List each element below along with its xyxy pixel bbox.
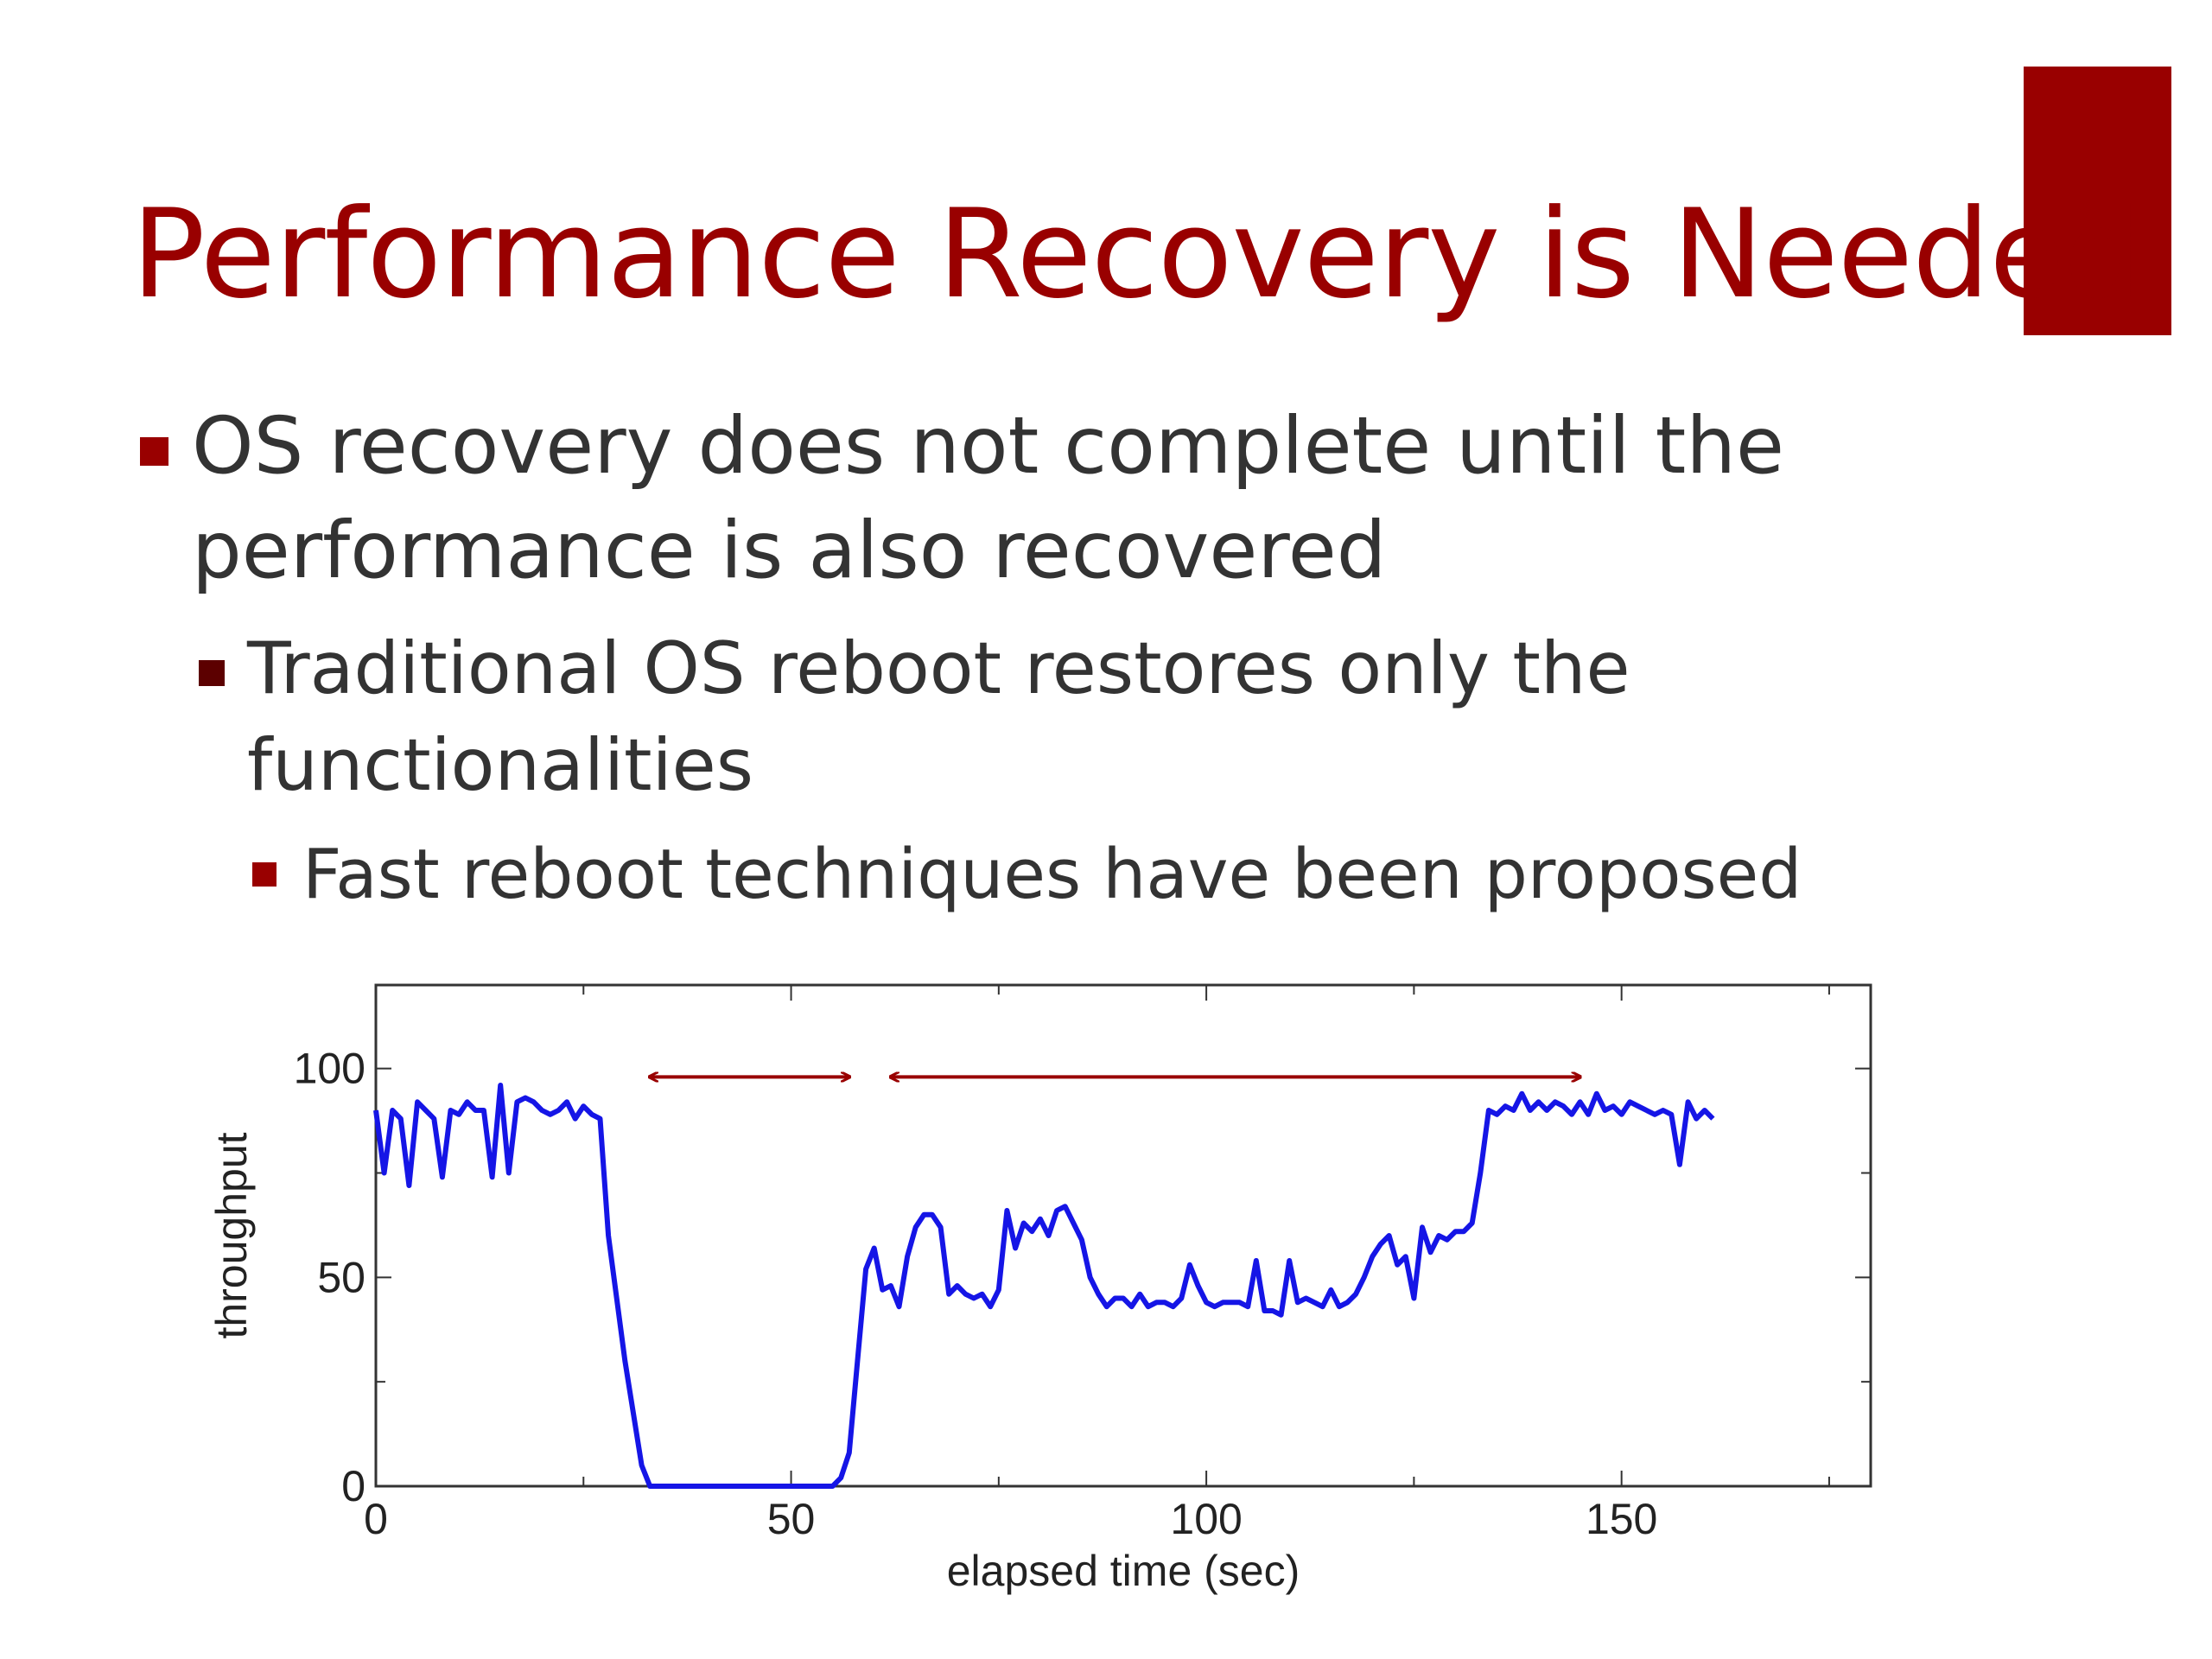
y-tick-label: 100 [294,1045,365,1093]
plot-frame [374,983,1872,1488]
x-tick-label: 150 [1586,1495,1657,1543]
square-bullet-icon [252,862,276,887]
y-tick-label: 50 [317,1253,365,1301]
slide-title: Performance Recovery is Needed [131,183,2142,326]
bullet-line: OS recovery does not complete until the [192,401,1785,492]
bullet-line: Fast reboot techniques have been propose… [302,835,1802,914]
bullet-line: performance is also recovered [192,505,1387,596]
y-axis-label: throughput [207,1132,256,1338]
x-tick-label: 50 [767,1495,816,1543]
y-tick-label: 0 [341,1462,365,1510]
bullet-line: Traditional OS reboot restores only the [247,626,1630,710]
square-bullet-icon [140,437,168,466]
x-tick-label: 100 [1170,1495,1242,1543]
square-bullet-icon [199,660,225,686]
throughput-chart: 0 50 100 150 0 50 100 elapsed time (sec) through… [173,950,1987,1642]
x-tick-label: 0 [364,1495,388,1543]
bullet-line: functionalities [247,723,753,807]
corner-accent-block [2024,67,2171,335]
x-axis-label: elapsed time (sec) [947,1547,1300,1595]
throughput-series-line [373,1083,1715,1489]
